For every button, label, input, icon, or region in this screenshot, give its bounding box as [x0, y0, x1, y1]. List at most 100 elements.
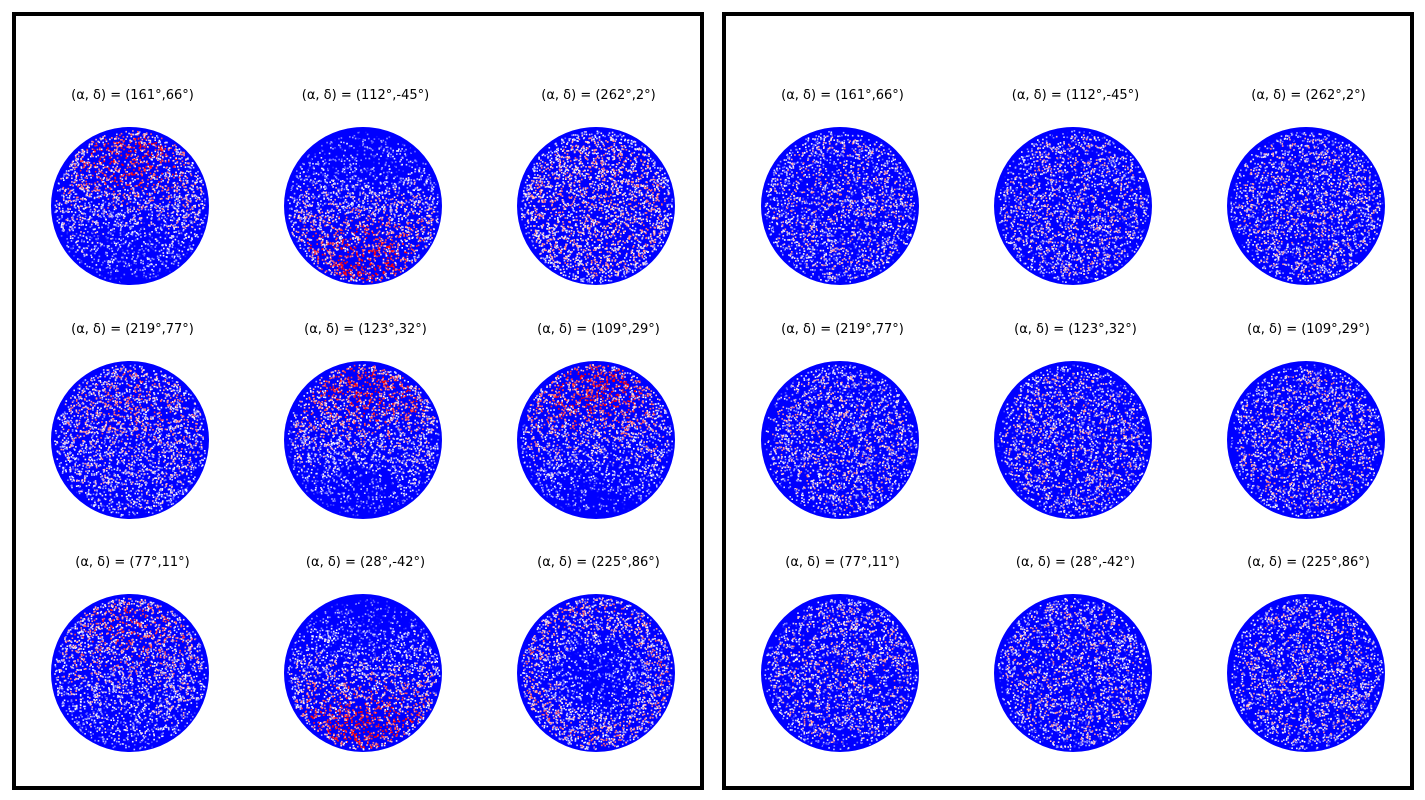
pixel-mark: [385, 201, 387, 204]
pixel-mark: [126, 280, 128, 283]
pixel-mark: [403, 267, 405, 270]
pixel-mark: [103, 160, 106, 163]
pixel-mark: [368, 157, 371, 160]
pixel-mark: [396, 175, 399, 177]
pixel-mark: [157, 183, 159, 185]
pixel-mark: [204, 198, 206, 201]
pixel-mark: [358, 135, 361, 138]
pixel-mark: [333, 261, 335, 264]
pixel-mark: [84, 263, 87, 265]
pixel-mark: [71, 189, 74, 192]
pixel-mark: [126, 135, 129, 138]
pixel-mark: [377, 204, 380, 206]
pixel-mark: [98, 196, 100, 199]
pixel-mark: [399, 160, 401, 163]
pixel-mark: [178, 192, 181, 195]
pixel-mark: [75, 176, 77, 178]
pixel-mark: [608, 158, 610, 161]
pixel-mark: [178, 195, 181, 197]
pixel-mark: [362, 202, 364, 205]
pixel-mark: [666, 214, 669, 217]
pixel-mark: [305, 199, 308, 202]
pixel-mark: [378, 192, 381, 194]
pixel-mark: [297, 231, 299, 233]
pixel-mark: [101, 179, 103, 181]
pixel-mark: [57, 182, 60, 185]
pixel-mark: [121, 163, 123, 166]
pixel-mark: [412, 245, 415, 247]
pixel-mark: [160, 178, 163, 181]
pixel-mark: [121, 183, 123, 186]
pixel-mark: [92, 155, 94, 158]
pixel-mark: [129, 228, 132, 230]
pixel-mark: [393, 203, 396, 206]
pixel-mark: [157, 145, 160, 147]
pixel-mark: [152, 270, 155, 272]
pixel-mark: [332, 244, 334, 246]
pixel-mark: [124, 260, 127, 262]
pixel-mark: [110, 242, 113, 244]
pixel-mark: [96, 206, 99, 208]
pixel-mark: [63, 196, 65, 198]
pixel-mark: [75, 179, 78, 182]
pixel-mark: [146, 244, 149, 247]
pixel-mark: [115, 197, 118, 199]
pixel-mark: [110, 169, 113, 171]
pixel-mark: [176, 190, 178, 193]
pixel-mark: [329, 142, 332, 145]
pixel-mark: [395, 209, 397, 212]
pixel-mark: [334, 233, 337, 236]
pixel-mark: [340, 248, 343, 250]
pixel-mark: [352, 252, 355, 254]
pixel-mark: [386, 230, 389, 233]
pixel-mark: [160, 174, 162, 177]
pixel-mark: [339, 211, 342, 213]
pixel-mark: [346, 174, 348, 176]
pixel-mark: [345, 269, 347, 271]
pixel-mark: [392, 138, 394, 141]
pixel-mark: [192, 166, 195, 169]
pixel-mark: [198, 227, 201, 230]
pixel-mark: [437, 201, 439, 203]
pixel-mark: [151, 276, 154, 278]
pixel-mark: [430, 217, 432, 220]
pixel-mark: [415, 167, 418, 170]
pixel-mark: [85, 224, 88, 226]
pixel-mark: [604, 162, 607, 165]
pixel-mark: [304, 216, 306, 218]
pixel-mark: [384, 206, 386, 208]
pixel-mark: [370, 168, 373, 170]
pixel-mark: [159, 268, 161, 270]
pixel-mark: [174, 149, 176, 151]
pixel-mark: [151, 180, 153, 183]
pixel-mark: [180, 165, 182, 167]
pixel-mark: [106, 149, 108, 151]
pixel-mark: [80, 149, 83, 151]
pixel-mark: [182, 229, 185, 232]
pixel-mark: [168, 250, 170, 252]
pixel-mark: [309, 205, 312, 207]
pixel-mark: [288, 217, 291, 220]
pixel-mark: [140, 217, 143, 219]
pixel-mark: [126, 210, 129, 213]
pixel-mark: [98, 272, 100, 275]
pixel-mark: [122, 238, 124, 240]
pixel-mark: [345, 256, 348, 259]
pixel-mark: [306, 228, 308, 231]
pixel-mark: [407, 212, 410, 214]
pixel-mark: [137, 222, 139, 225]
pixel-mark: [125, 153, 128, 155]
pixel-mark: [401, 240, 403, 243]
pixel-mark: [332, 158, 334, 161]
pixel-mark: [78, 207, 80, 209]
pixel-mark: [393, 222, 396, 224]
pixel-mark: [142, 262, 144, 265]
pixel-mark: [574, 219, 576, 221]
pixel-mark: [143, 160, 145, 163]
pixel-mark: [69, 163, 72, 166]
pixel-mark: [408, 237, 411, 239]
pixel-mark: [343, 171, 346, 174]
pixel-mark: [167, 181, 169, 184]
pixel-mark: [420, 237, 422, 239]
pixel-mark: [175, 173, 177, 176]
